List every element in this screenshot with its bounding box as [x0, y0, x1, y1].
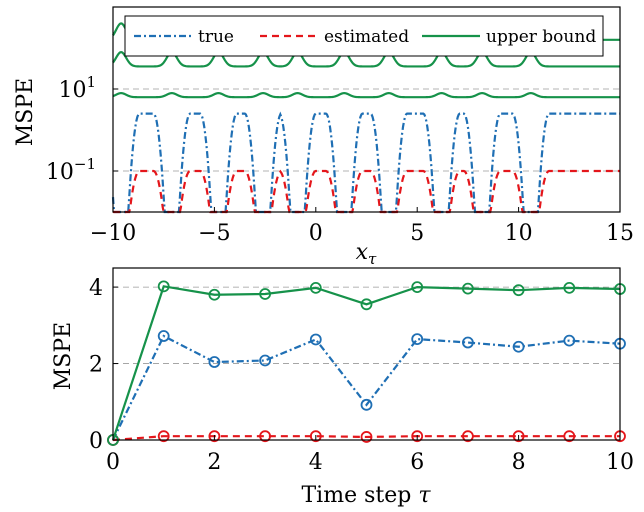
bottom-point-upper_bound: [309, 281, 322, 294]
top-series-line-upper_bound_2: [112, 50, 620, 68]
bottom-point-true: [157, 330, 170, 342]
bottom-point-upper_bound: [360, 298, 373, 311]
bottom-point-true: [563, 334, 576, 347]
top-y-tick-label: 10−1: [46, 155, 96, 185]
bottom-point-upper_bound: [461, 282, 474, 295]
bottom-x-axis-label: Time step τ: [302, 483, 432, 508]
top-chart: −10 −5 0 5 10 15 101 10−1 true estimated upper …: [13, 6, 634, 268]
bottom-point-estimated: [512, 430, 525, 443]
bottom-point-estimated: [208, 430, 221, 443]
bottom-series: [107, 280, 626, 446]
bottom-point-true: [309, 333, 322, 346]
bottom-point-estimated: [309, 430, 322, 443]
top-ticks: −10 −5 0 5 10 15 101 10−1: [46, 73, 634, 246]
bottom-point-estimated: [157, 430, 170, 443]
top-gridlines: [113, 88, 620, 172]
bottom-y-tick-label: 4: [89, 276, 103, 301]
bottom-ticks: 0 2 4 6 8 10 0 2 4: [89, 276, 634, 475]
legend-box: [124, 15, 604, 57]
legend-label-estimated: estimated: [324, 27, 409, 47]
top-x-tick-label: 15: [606, 221, 634, 246]
bottom-point-true: [461, 336, 474, 349]
bottom-point-upper_bound: [157, 280, 170, 293]
top-series-line-upper_bound_3: [112, 91, 620, 99]
bottom-point-upper_bound: [563, 281, 576, 294]
bottom-point-estimated: [360, 431, 373, 443]
top-x-tick-label: −5: [198, 221, 230, 246]
bottom-x-tick-label: 10: [606, 450, 634, 475]
top-x-tick-label: 10: [505, 221, 533, 246]
bottom-x-tick-label: 4: [309, 450, 323, 475]
bottom-plot-frame: [112, 267, 621, 441]
bottom-point-true: [411, 333, 424, 345]
bottom-point-true: [512, 340, 525, 353]
top-y-axis-label: MSPE: [13, 78, 38, 146]
bottom-y-tick-label: 2: [89, 353, 103, 378]
bottom-series-line-estimated: [112, 435, 620, 442]
legend: true estimated upper bound: [124, 15, 604, 57]
bottom-y-axis-label: MSPE: [51, 322, 76, 390]
bottom-chart: 0 2 4 6 8 10 0 2 4 MSPE Time step τ: [51, 267, 634, 508]
bottom-point-estimated: [563, 430, 576, 443]
bottom-y-tick-label: 0: [89, 429, 103, 454]
bottom-point-upper_bound: [259, 288, 272, 300]
top-y-tick-label: 101: [58, 73, 96, 103]
bottom-x-tick-label: 8: [512, 450, 526, 475]
bottom-gridlines: [113, 286, 620, 364]
bottom-x-tick-label: 0: [106, 450, 120, 475]
top-x-tick-label: 5: [410, 221, 424, 246]
bottom-series-line-upper_bound: [111, 285, 621, 441]
bottom-point-upper_bound: [411, 281, 424, 294]
top-series-line-true: [111, 111, 620, 214]
bottom-x-tick-label: 2: [207, 450, 221, 475]
bottom-point-true: [360, 398, 373, 411]
top-series-line-estimated: [113, 169, 620, 214]
legend-label-upper-bound: upper bound: [486, 27, 596, 47]
top-x-tick-label: 0: [309, 221, 323, 246]
bottom-point-true: [259, 354, 272, 367]
bottom-point-upper_bound: [208, 288, 221, 301]
bottom-point-true: [208, 356, 221, 368]
legend-label-true: true: [198, 27, 234, 47]
bottom-point-estimated: [259, 430, 272, 443]
bottom-point-estimated: [411, 430, 424, 443]
top-x-axis-label: xτ: [356, 240, 377, 268]
bottom-point-upper_bound: [512, 284, 525, 297]
top-x-tick-label: −10: [90, 221, 136, 246]
top-plot-frame: [112, 6, 621, 213]
bottom-point-estimated: [461, 430, 474, 443]
bottom-series-line-true: [112, 334, 621, 441]
bottom-x-tick-label: 6: [410, 450, 424, 475]
